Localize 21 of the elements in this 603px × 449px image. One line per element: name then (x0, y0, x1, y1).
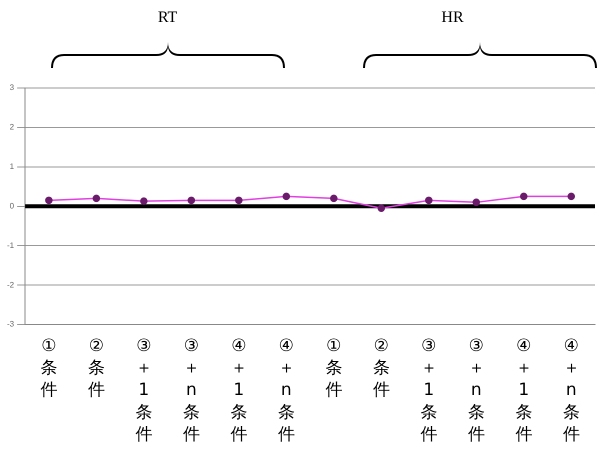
text: RT (158, 9, 178, 26)
y-tick-label: -2 (6, 280, 15, 290)
x-tick-label: ④＋n条件 (278, 336, 295, 444)
y-tick-label: 3 (10, 83, 15, 92)
x-tick-label: ③＋n条件 (468, 336, 485, 444)
x-tick-label: ①条件 (325, 336, 342, 400)
x-tick-label: ③＋1条件 (135, 336, 152, 444)
text: HR (441, 9, 464, 26)
y-tick-label: 1 (10, 162, 15, 172)
y-tick-label: -3 (6, 320, 15, 329)
x-tick-label: ②条件 (88, 336, 105, 400)
x-tick-label: ②条件 (372, 336, 390, 400)
x-tick-label: ③＋n条件 (182, 336, 200, 444)
x-tick-label: ③＋1条件 (420, 336, 438, 444)
y-tick-label: -1 (6, 240, 15, 250)
x-tick-label: ④＋n条件 (562, 336, 580, 444)
x-tick-label: ④＋1条件 (515, 336, 532, 444)
x-tick-label: ④＋1条件 (230, 336, 248, 444)
y-tick-label: 0 (10, 201, 15, 210)
y-tick-label: 2 (10, 122, 15, 132)
x-tick-label: ①条件 (40, 336, 58, 400)
